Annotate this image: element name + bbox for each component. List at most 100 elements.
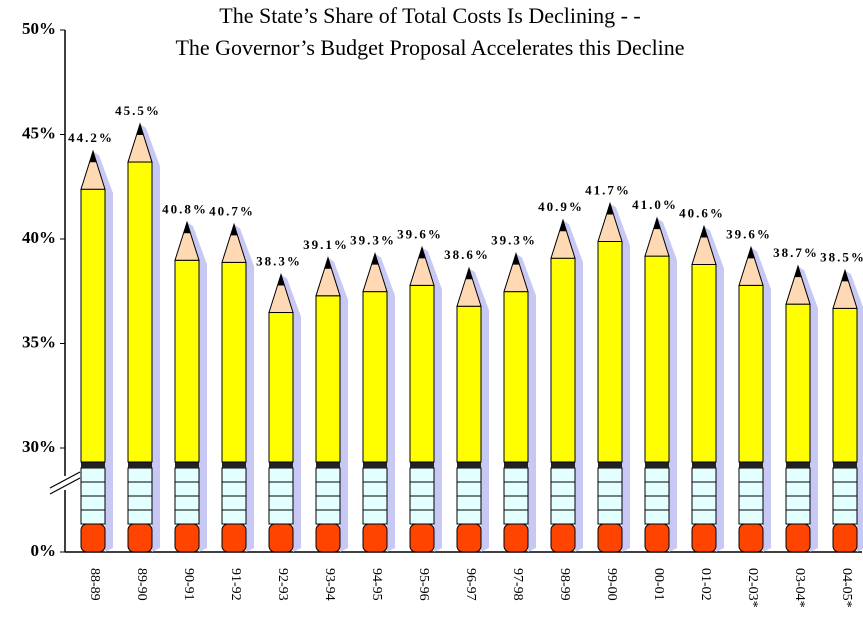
- x-tick-label: 94-95: [369, 568, 384, 601]
- ferrule-band: [551, 462, 575, 468]
- value-label: 40.6%: [679, 205, 725, 220]
- pencil-shadow: [328, 257, 348, 552]
- pencil-body: [550, 257, 576, 463]
- eraser: [221, 523, 247, 553]
- eraser: [785, 523, 811, 553]
- graphite: [606, 203, 614, 215]
- pencil-body: [738, 284, 764, 463]
- ferrule-band: [739, 462, 763, 468]
- pencil-shadow: [187, 222, 207, 552]
- x-tick-label: 01-02: [698, 568, 713, 601]
- value-label: 40.9%: [538, 199, 584, 214]
- pencil-body: [832, 307, 858, 463]
- eraser: [409, 523, 435, 553]
- wood-tip: [221, 222, 247, 263]
- graphite: [653, 218, 661, 230]
- ferrule-band: [128, 462, 152, 468]
- wood-tip: [785, 264, 811, 305]
- pencil-shadow: [657, 218, 677, 552]
- y-tick-label: 35%: [22, 332, 56, 351]
- value-label: 38.5%: [820, 249, 863, 264]
- pencil: [409, 245, 442, 553]
- eraser: [550, 523, 576, 553]
- value-label: 39.3%: [350, 233, 396, 248]
- graphite: [183, 222, 191, 234]
- pencil: [127, 122, 160, 553]
- wood-tip: [644, 216, 670, 257]
- x-tick-label: 98-99: [557, 568, 572, 601]
- pencil-shadow: [563, 220, 583, 552]
- graphite: [559, 220, 567, 232]
- value-label: 41.7%: [585, 182, 631, 197]
- x-tick-label: 92-93: [275, 568, 290, 601]
- ferrule-band: [457, 462, 481, 468]
- pencil: [174, 220, 207, 553]
- eraser: [644, 523, 670, 553]
- pencil-body: [597, 240, 623, 463]
- graphite: [89, 151, 97, 163]
- value-label: 41.0%: [632, 197, 678, 212]
- wood-tip: [127, 122, 153, 163]
- wood-tip: [409, 245, 435, 286]
- x-tick-label: 04-05*: [839, 568, 854, 608]
- chart-title: The Governor’s Budget Proposal Accelerat…: [175, 35, 684, 60]
- value-label: 40.7%: [209, 203, 255, 218]
- eraser: [174, 523, 200, 553]
- value-label: 38.7%: [773, 245, 819, 260]
- pencil-body: [362, 291, 388, 463]
- x-tick-label: 95-96: [416, 568, 431, 601]
- eraser: [456, 523, 482, 553]
- y-tick-label: 40%: [22, 228, 56, 247]
- ferrule-band: [410, 462, 434, 468]
- graphite: [794, 266, 802, 278]
- graphite: [324, 257, 332, 269]
- ferrule-band: [269, 462, 293, 468]
- graphite: [277, 274, 285, 286]
- eraser: [315, 523, 341, 553]
- pencil-body: [268, 312, 294, 463]
- pencil-shadow: [469, 268, 489, 552]
- x-tick-label: 89-90: [134, 568, 149, 601]
- value-label: 40.8%: [162, 201, 208, 216]
- ferrule-band: [175, 462, 199, 468]
- x-tick-label: 97-98: [510, 568, 525, 601]
- pencil: [268, 272, 301, 553]
- x-tick-label: 02-03*: [745, 568, 760, 608]
- value-label: 39.3%: [491, 233, 537, 248]
- wood-tip: [550, 218, 576, 259]
- graphite: [512, 253, 520, 265]
- wood-tip: [456, 266, 482, 307]
- eraser: [268, 523, 294, 553]
- x-tick-label: 96-97: [463, 568, 478, 601]
- wood-tip: [738, 245, 764, 286]
- eraser: [832, 523, 858, 553]
- wood-tip: [268, 272, 294, 314]
- ferrule-band: [222, 462, 246, 468]
- ferrule-band: [692, 462, 716, 468]
- pencil-body: [174, 259, 200, 463]
- pencil: [221, 222, 254, 553]
- pencil: [597, 201, 630, 553]
- graphite: [465, 268, 473, 280]
- x-tick-label: 00-01: [651, 568, 666, 601]
- value-label: 39.6%: [726, 226, 772, 241]
- eraser: [80, 523, 106, 553]
- axis-break: [49, 477, 81, 495]
- wood-tip: [832, 268, 858, 309]
- graphite: [136, 124, 144, 136]
- axis-break: [49, 471, 81, 489]
- pencil: [80, 149, 113, 553]
- pencil-body: [691, 263, 717, 463]
- pencil: [691, 224, 724, 553]
- wood-tip: [691, 224, 717, 265]
- ferrule-band: [316, 462, 340, 468]
- axis-break-gap: [55, 476, 75, 490]
- pencil-shadow: [93, 151, 113, 552]
- x-tick-label: 91-92: [228, 568, 243, 601]
- y-tick-label: 30%: [22, 437, 56, 456]
- eraser: [597, 523, 623, 553]
- value-label: 45.5%: [115, 103, 161, 118]
- pencil: [456, 266, 489, 553]
- pencil-body: [644, 255, 670, 463]
